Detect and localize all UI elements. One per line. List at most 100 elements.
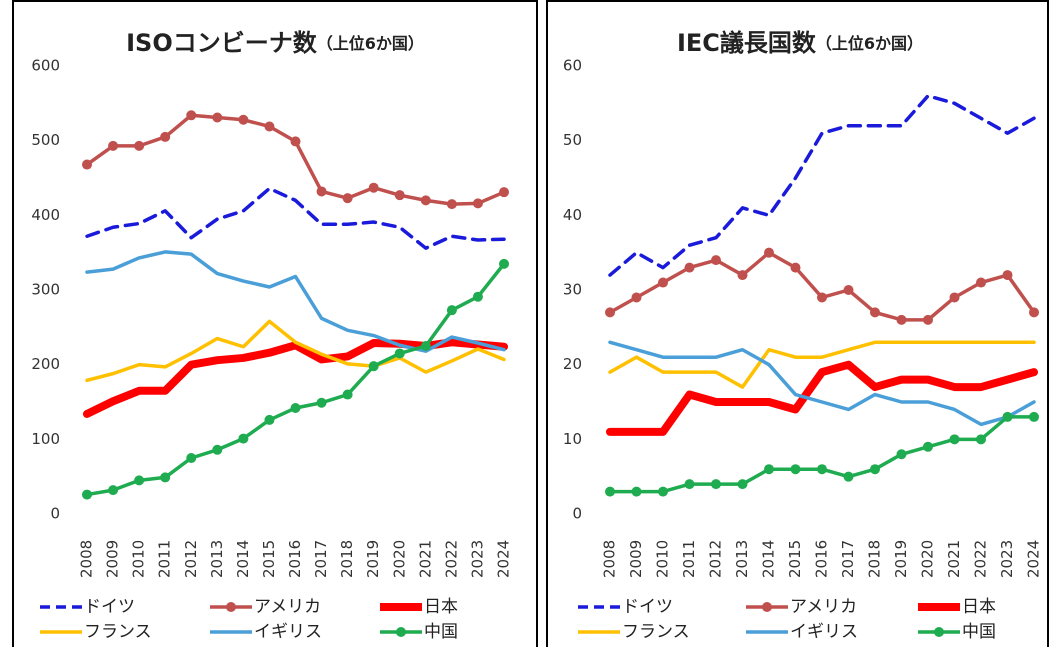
point [1029, 411, 1039, 422]
point [605, 486, 615, 497]
legend-label: アメリカ [254, 597, 321, 617]
legend-marker [934, 627, 944, 637]
x-tick-label: 2018 [866, 540, 884, 578]
point [446, 305, 457, 316]
point [420, 195, 431, 206]
title-sub: （上位6か国） [317, 34, 424, 53]
point [684, 479, 695, 490]
panel-border [546, 0, 1049, 647]
y-tick-label: 0 [50, 505, 60, 523]
legend-label: ドイツ [84, 597, 135, 617]
point [186, 110, 197, 121]
legend-label: イギリス [254, 622, 322, 642]
point [923, 441, 933, 452]
point [631, 486, 642, 497]
point [976, 434, 986, 445]
legend-label: 中国 [962, 622, 996, 642]
x-tick-label: 2015 [260, 540, 278, 578]
x-tick-label: 2019 [364, 540, 382, 578]
point [923, 314, 933, 325]
point [290, 136, 301, 147]
x-tick-label: 2013 [208, 540, 226, 578]
point [817, 464, 827, 475]
legend-marker [226, 602, 236, 612]
point [290, 402, 301, 413]
point [499, 187, 509, 198]
point [212, 112, 223, 123]
y-tick-label: 100 [31, 430, 60, 448]
x-tick-label: 2012 [182, 540, 200, 578]
legend-label: 中国 [424, 622, 458, 642]
point [658, 277, 668, 288]
point [499, 258, 509, 269]
chart-title: ISOコンビーナ数（上位6か国） [126, 29, 424, 57]
point [342, 193, 353, 204]
point [817, 292, 827, 303]
x-tick-label: 2010 [130, 540, 148, 578]
legend-label: 日本 [424, 597, 458, 617]
title-main: ISOコンビーナ数 [126, 29, 318, 57]
y-tick-label: 10 [563, 430, 582, 448]
x-tick-label: 2011 [680, 540, 698, 578]
x-tick-label: 2011 [156, 540, 174, 578]
point [764, 464, 774, 475]
x-tick-label: 2013 [733, 540, 751, 578]
x-tick-label: 2022 [972, 540, 990, 578]
point [949, 292, 960, 303]
point [134, 475, 145, 486]
x-tick-label: 2010 [654, 540, 672, 578]
y-tick-label: 0 [572, 505, 582, 523]
title-main: IEC議長国数 [677, 29, 817, 57]
x-tick-label: 2018 [338, 540, 356, 578]
point [472, 198, 483, 209]
point [1002, 270, 1013, 281]
legend-marker [762, 602, 772, 612]
series-line [85, 262, 506, 497]
series-line [606, 360, 1038, 436]
legend-label: 日本 [962, 597, 996, 617]
x-tick-label: 2015 [786, 540, 804, 578]
x-tick-label: 2017 [839, 540, 857, 578]
point [790, 464, 801, 475]
point [472, 291, 483, 302]
x-tick-label: 2014 [234, 540, 252, 578]
point [134, 140, 145, 151]
legend-marker [396, 627, 406, 637]
legend-label: フランス [622, 622, 690, 642]
point [605, 307, 615, 318]
y-tick-label: 400 [31, 206, 60, 224]
point [790, 262, 801, 273]
y-tick-label: 20 [563, 355, 582, 373]
x-tick-label: 2024 [495, 540, 513, 578]
point [316, 186, 327, 197]
y-tick-label: 200 [31, 355, 60, 373]
point [264, 121, 275, 132]
point [368, 361, 379, 372]
legend-label: フランス [84, 622, 152, 642]
chart-title: IEC議長国数（上位6か国） [677, 29, 923, 57]
x-tick-label: 2012 [707, 540, 725, 578]
y-tick-label: 30 [563, 281, 582, 299]
x-tick-label: 2024 [1025, 540, 1043, 578]
series-line [85, 186, 506, 250]
x-tick-label: 2023 [468, 540, 486, 578]
series-line [85, 113, 506, 206]
point [446, 199, 457, 210]
point [843, 471, 854, 482]
x-tick-label: 2009 [627, 540, 645, 578]
point [949, 434, 960, 445]
x-tick-label: 2017 [312, 540, 330, 578]
point [870, 307, 880, 318]
point [238, 433, 249, 444]
title-sub: （上位6か国） [816, 34, 923, 53]
y-tick-label: 600 [31, 57, 60, 75]
point [368, 182, 379, 193]
point [870, 464, 880, 475]
point [896, 314, 907, 325]
y-tick-label: 300 [31, 281, 60, 299]
x-tick-label: 2009 [104, 540, 122, 578]
x-tick-label: 2023 [998, 540, 1016, 578]
y-tick-label: 40 [563, 206, 582, 224]
point [711, 479, 721, 490]
